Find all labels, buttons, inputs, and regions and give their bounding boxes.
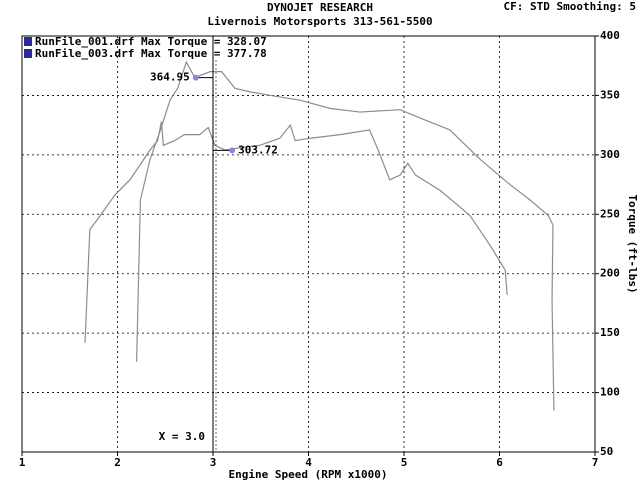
annotation-label: 303.72 xyxy=(238,143,278,156)
y-axis-title: Torque (ft-lbs) xyxy=(626,194,639,293)
x-tick-label: 5 xyxy=(401,456,408,469)
annotation-marker xyxy=(229,147,236,154)
settings-text: CF: STD Smoothing: 5 xyxy=(504,0,636,13)
x-tick-label: 2 xyxy=(114,456,121,469)
series-line xyxy=(136,60,555,411)
series-line xyxy=(84,121,508,343)
y-tick-label: 150 xyxy=(600,326,620,339)
legend-swatch xyxy=(24,37,32,46)
x-tick-label: 3 xyxy=(210,456,217,469)
x-axis-title: Engine Speed (RPM x1000) xyxy=(229,468,388,481)
chart-subtitle: Livernois Motorsports 313-561-5500 xyxy=(207,15,432,28)
y-tick-label: 200 xyxy=(600,267,620,280)
x-tick-label: 6 xyxy=(496,456,503,469)
x-tick-label: 4 xyxy=(305,456,312,469)
legend-label: RunFile_003.drf Max Torque = 377.78 xyxy=(35,47,267,60)
y-tick-label: 300 xyxy=(600,148,620,161)
cursor-label: X = 3.0 xyxy=(159,430,205,443)
y-tick-label: 400 xyxy=(600,29,620,42)
annotation-marker xyxy=(192,74,199,81)
y-tick-label: 350 xyxy=(600,88,620,101)
chart-title: DYNOJET RESEARCH xyxy=(267,1,373,14)
y-tick-label: 250 xyxy=(600,207,620,220)
legend-swatch xyxy=(24,49,32,58)
annotation-label: 364.95 xyxy=(150,71,190,84)
y-tick-label: 100 xyxy=(600,386,620,399)
x-tick-label: 1 xyxy=(19,456,26,469)
legend-label: RunFile_001.drf Max Torque = 328.07 xyxy=(35,35,267,48)
plot-frame xyxy=(21,35,596,453)
y-tick-label: 50 xyxy=(600,445,613,458)
x-tick-label: 7 xyxy=(592,456,599,469)
